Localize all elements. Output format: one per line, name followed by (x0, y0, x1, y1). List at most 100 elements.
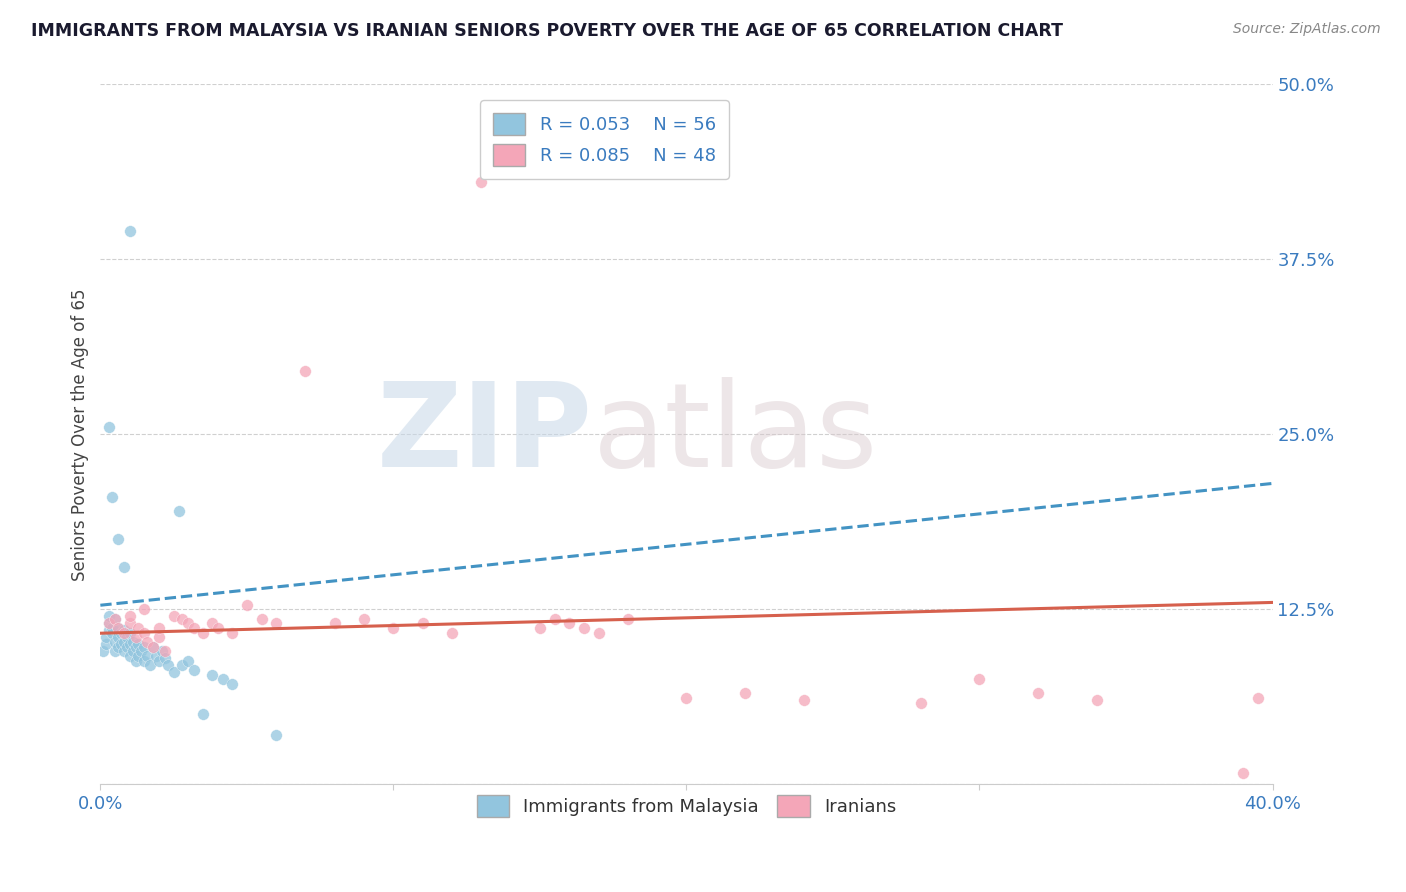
Point (910, 696, 932, 710)
Point (1085, 693, 1108, 707)
Point (1247, 690, 1270, 705)
Point (412, 616, 434, 631)
Point (617, 612, 640, 626)
Point (172, 658, 194, 673)
Point (107, 640, 129, 655)
Point (118, 224, 141, 238)
Point (136, 648, 159, 663)
Point (172, 612, 194, 626)
Text: IMMIGRANTS FROM MALAYSIA VS IRANIAN SENIORS POVERTY OVER THE AGE OF 65 CORRELATI: IMMIGRANTS FROM MALAYSIA VS IRANIAN SENI… (31, 22, 1063, 40)
Point (264, 728, 287, 742)
Point (148, 621, 170, 635)
Point (201, 668, 224, 682)
Point (250, 612, 273, 626)
Point (112, 644, 135, 658)
Point (110, 626, 132, 640)
Point (112, 560, 135, 574)
Point (588, 626, 610, 640)
Point (191, 626, 214, 640)
Point (145, 648, 167, 663)
Point (221, 676, 243, 690)
Point (153, 651, 176, 665)
Point (121, 644, 143, 658)
Point (136, 634, 159, 648)
Text: ZIP: ZIP (377, 377, 593, 491)
Point (124, 654, 146, 668)
Point (558, 616, 581, 631)
Point (115, 640, 138, 655)
Point (148, 631, 170, 645)
Point (969, 673, 991, 687)
Point (127, 621, 149, 635)
Point (101, 626, 124, 640)
Point (118, 609, 141, 624)
Point (201, 616, 224, 631)
Point (139, 658, 162, 673)
Point (470, 176, 492, 190)
Point (104, 644, 127, 658)
Point (294, 364, 316, 378)
Point (572, 621, 595, 635)
Point (134, 626, 156, 640)
Point (127, 637, 149, 651)
Point (98, 616, 121, 631)
Point (221, 626, 243, 640)
Point (115, 631, 138, 645)
Point (112, 626, 135, 640)
Point (107, 533, 129, 547)
Point (156, 658, 179, 673)
Point (104, 612, 127, 626)
Point (153, 644, 176, 658)
Point (142, 640, 165, 655)
Point (177, 616, 200, 631)
Point (134, 640, 156, 655)
Point (734, 686, 756, 700)
Point (96, 631, 118, 645)
Point (148, 654, 170, 668)
Point (1026, 686, 1049, 700)
Point (110, 637, 132, 651)
Point (104, 634, 127, 648)
Point (382, 621, 405, 635)
Point (440, 626, 463, 640)
Point (118, 616, 141, 631)
Point (124, 631, 146, 645)
Point (177, 654, 200, 668)
Point (169, 504, 191, 518)
Point (183, 663, 205, 677)
Point (98, 616, 121, 631)
Point (107, 621, 129, 635)
Point (118, 648, 141, 663)
Point (112, 624, 135, 638)
Point (101, 621, 124, 635)
Point (543, 612, 565, 626)
Point (150, 644, 173, 658)
Point (134, 654, 156, 668)
Point (236, 599, 259, 613)
Point (212, 673, 235, 687)
Point (98, 420, 121, 434)
Point (127, 648, 149, 663)
Point (323, 616, 346, 631)
Point (124, 640, 146, 655)
Point (104, 612, 127, 626)
Point (96, 637, 118, 651)
Point (112, 634, 135, 648)
Point (98, 624, 121, 638)
Text: Source: ZipAtlas.com: Source: ZipAtlas.com (1233, 22, 1381, 37)
Point (162, 665, 184, 680)
Point (183, 621, 205, 635)
Point (91, 644, 114, 658)
Point (675, 690, 697, 705)
Point (121, 634, 143, 648)
Text: atlas: atlas (593, 377, 877, 491)
Point (107, 631, 129, 645)
Point (134, 602, 156, 616)
Point (131, 644, 153, 658)
Point (191, 707, 214, 722)
Point (793, 693, 815, 707)
Point (264, 616, 287, 631)
Point (207, 621, 229, 635)
Point (142, 640, 165, 655)
Point (107, 621, 129, 635)
